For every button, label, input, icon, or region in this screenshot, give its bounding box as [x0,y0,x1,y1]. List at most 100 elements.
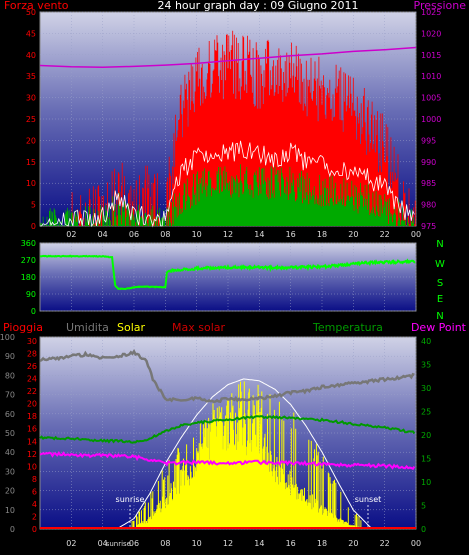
legend-humidity: Umidita [66,321,109,334]
temperature-series [39,414,416,444]
legend-temperature: Temperatura [312,321,383,334]
temp-x-tick-label: 06 [129,539,139,548]
pressure-tick-label: 995 [421,136,436,145]
pressure-tick-label: 1015 [421,51,441,60]
rain-tick-label: 8 [32,475,37,484]
temp-x-tick-label: sunrise [106,540,131,548]
rain-tick-label: 28 [27,350,37,359]
temp-x-tick-label: 04 [98,539,108,548]
wind-x-tick-label: 18 [317,230,327,239]
wind-tick-label: 0 [31,222,36,231]
temp-x-tick-label: 22 [380,539,390,548]
pressure-tick-label: 990 [421,158,436,167]
temperature-tick-label: 5 [421,502,426,511]
temp-x-tick-label: 10 [192,539,202,548]
rain-tick-label: 10 [27,462,37,471]
temp-x-tick-label: 16 [286,539,296,548]
temp-x-tick-label: 20 [348,539,358,548]
direction-tick-label: 90 [26,290,36,299]
compass-label: W [435,259,445,270]
chart-title: 24 hour graph day : 09 Giugno 2011 [157,0,358,12]
temperature-tick-label: 25 [421,408,431,417]
sunrise-annotation: sunrise [116,495,145,504]
legend-solar: Solar [117,321,146,334]
wind-x-tick-label: 06 [129,230,139,239]
humidity-tick-label: 100 [0,333,15,342]
pressure-tick-label: 1010 [421,72,441,81]
temperature-tick-label: 30 [421,384,431,393]
rain-tick-label: 2 [32,512,37,521]
direction-tick-label: 270 [21,256,36,265]
humidity-tick-label: 10 [5,506,15,515]
temp-x-tick-label: 14 [254,539,264,548]
rain-tick-label: 12 [27,450,37,459]
temp-x-tick-label: 18 [317,539,327,548]
wind-x-tick-label: 00 [411,230,421,239]
wind-x-tick-label: 16 [286,230,296,239]
temp-x-tick-label: 12 [223,539,233,548]
pressure-tick-label: 985 [421,179,436,188]
wind-tick-label: 30 [26,94,36,103]
temperature-tick-label: 20 [421,431,431,440]
humidity-tick-label: 60 [5,410,15,419]
pressure-tick-label: 1005 [421,94,441,103]
wind-tick-label: 10 [26,179,36,188]
humidity-tick-label: 80 [5,371,15,380]
humidity-tick-label: 70 [5,391,15,400]
legend-rain: Pioggia [3,321,43,334]
rain-tick-label: 16 [27,425,37,434]
pressure-tick-label: 1025 [421,8,441,17]
temperature-tick-label: 35 [421,361,431,370]
wind-x-tick-label: 14 [254,230,264,239]
rain-tick-label: 30 [27,337,37,346]
rain-tick-label: 14 [27,437,37,446]
rain-tick-label: 26 [27,362,37,371]
compass-label: N [436,239,443,250]
wind-x-tick-label: 12 [223,230,233,239]
humidity-series [39,348,415,404]
wind-tick-label: 45 [26,29,36,38]
humidity-tick-label: 0 [10,525,15,534]
humidity-tick-label: 40 [5,448,15,457]
wind-tick-label: 20 [26,136,36,145]
dew-point-series [39,450,416,471]
rain-tick-label: 18 [27,412,37,421]
wind-x-tick-label: 04 [98,230,108,239]
direction-tick-label: 360 [21,239,36,248]
rain-tick-label: 4 [32,500,37,509]
rain-tick-label: 20 [27,400,37,409]
sunset-annotation: sunset [355,495,382,504]
temperature-tick-label: 40 [421,337,431,346]
compass-label: E [437,294,443,305]
rain-tick-label: 22 [27,387,37,396]
wind-tick-label: 35 [26,72,36,81]
legend: Pioggia Umidita Solar Max solar Temperat… [3,321,467,334]
pressure-series [39,46,417,68]
compass-label: N [436,311,443,322]
rain-tick-label: 24 [27,375,37,384]
wind-speed-line [40,140,415,228]
direction-tick-label: 0 [31,307,36,316]
humidity-tick-label: 20 [5,487,15,496]
pressure-tick-label: 1020 [421,29,441,38]
temp-x-tick-label: 02 [66,539,76,548]
wind-tick-label: 25 [26,115,36,124]
wind-x-tick-label: 22 [380,230,390,239]
wind-x-tick-label: 02 [66,230,76,239]
wind-x-tick-label: 08 [160,230,170,239]
pressure-axis-label: Pressione [414,0,467,12]
compass-label: S [437,278,443,289]
legend-max-solar: Max solar [172,321,225,334]
wind-axis-label: Forza vento [4,0,69,12]
wind-tick-label: 5 [31,201,36,210]
wind-tick-label: 40 [26,51,36,60]
humidity-tick-label: 50 [5,429,15,438]
pressure-tick-label: 980 [421,201,436,210]
humidity-tick-label: 90 [5,352,15,361]
wind-tick-label: 15 [26,158,36,167]
wind-tick-label: 50 [26,8,36,17]
